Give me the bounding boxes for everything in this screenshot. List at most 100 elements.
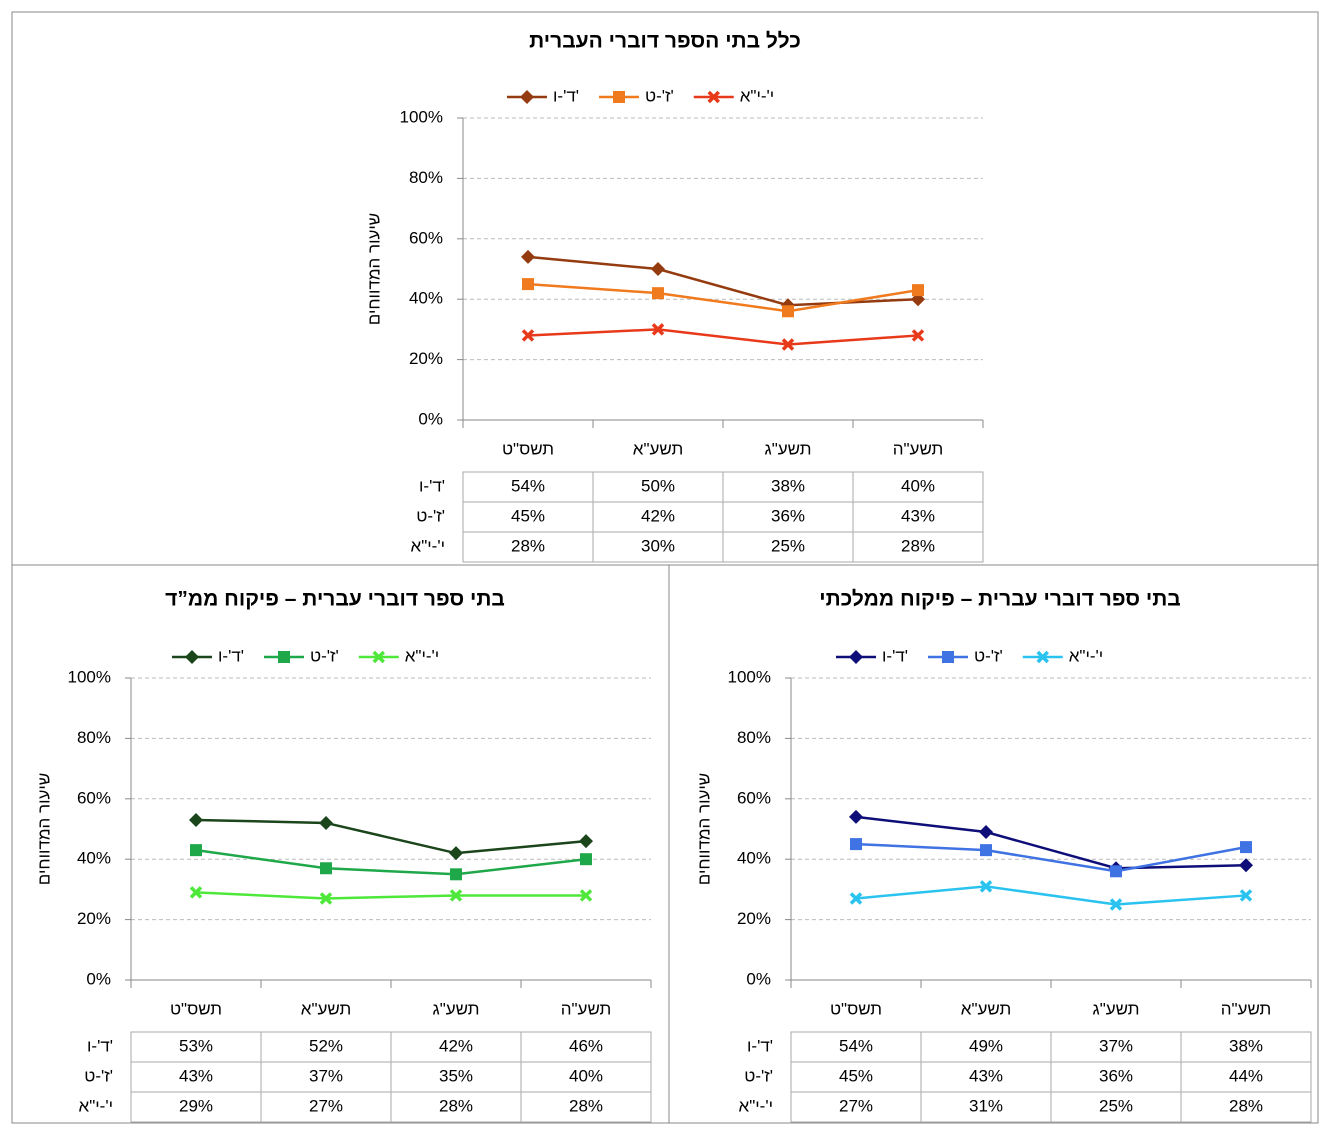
y-tick-label: 0% xyxy=(746,969,771,988)
x-tick-label: תשע"ה xyxy=(1221,999,1272,1018)
marker xyxy=(319,892,333,905)
table-value: 29% xyxy=(179,1096,213,1115)
x-tick-label: תשע"א xyxy=(301,999,351,1018)
table-value: 25% xyxy=(1099,1096,1133,1115)
y-tick-label: 100% xyxy=(68,667,111,686)
marker xyxy=(979,880,993,893)
x-tick-label: תשע"ה xyxy=(893,439,944,458)
marker xyxy=(320,862,332,875)
table-row-label: י'-י"א xyxy=(411,536,445,555)
marker xyxy=(849,809,863,824)
y-axis-label: שיעור המדווחים xyxy=(694,773,713,885)
marker xyxy=(449,846,463,861)
marker xyxy=(521,249,535,264)
marker xyxy=(850,838,862,851)
marker xyxy=(372,650,385,664)
y-axis-label: שיעור המדווחים xyxy=(364,213,383,325)
marker xyxy=(190,844,202,857)
series-line xyxy=(195,891,586,900)
chart-title: בתי ספר דוברי עברית – פיקוח ממלכתי xyxy=(819,588,1180,611)
marker xyxy=(912,284,924,297)
table-row-label: ד'-ו' xyxy=(747,1036,773,1055)
table-value: 42% xyxy=(439,1036,473,1055)
table-value: 45% xyxy=(839,1066,873,1085)
legend-label: ד'-ו' xyxy=(882,646,908,665)
x-tick-label: תשע"ה xyxy=(561,999,612,1018)
marker xyxy=(651,323,665,336)
y-tick-label: 40% xyxy=(409,289,443,308)
y-tick-label: 60% xyxy=(77,788,111,807)
table-value: 43% xyxy=(179,1066,213,1085)
marker xyxy=(579,889,593,902)
y-tick-label: 60% xyxy=(409,228,443,247)
table-row-label: ז'-ט' xyxy=(744,1066,773,1085)
y-tick-label: 20% xyxy=(737,909,771,928)
y-tick-label: 60% xyxy=(737,788,771,807)
table-value: 54% xyxy=(839,1036,873,1055)
marker xyxy=(521,329,535,342)
marker xyxy=(185,650,199,664)
table-value: 37% xyxy=(1099,1036,1133,1055)
marker xyxy=(1239,889,1253,902)
table-row-label: י'-י"א xyxy=(739,1096,773,1115)
marker xyxy=(707,90,720,104)
table-row-label: ז'-ט' xyxy=(84,1066,113,1085)
marker xyxy=(319,815,333,830)
marker xyxy=(652,287,664,300)
table-value: 45% xyxy=(511,506,545,525)
y-tick-label: 0% xyxy=(418,409,443,428)
table-value: 37% xyxy=(309,1066,343,1085)
chart-title: כלל בתי הספר דוברי העברית xyxy=(529,30,801,53)
y-tick-label: 20% xyxy=(409,349,443,368)
chart-title: בתי ספר דוברי עברית – פיקוח ממ”ד xyxy=(165,588,505,611)
table-value: 25% xyxy=(771,536,805,555)
y-tick-label: 20% xyxy=(77,909,111,928)
legend-label: ד'-ו' xyxy=(218,646,244,665)
legend-label: י'-י"א xyxy=(405,646,439,665)
marker xyxy=(1240,841,1252,854)
marker xyxy=(1239,858,1253,873)
x-tick-label: תשע"ג xyxy=(433,999,480,1018)
x-tick-label: תשס"ט xyxy=(502,439,554,458)
y-tick-label: 40% xyxy=(77,849,111,868)
marker xyxy=(1109,898,1123,911)
marker xyxy=(781,338,795,351)
table-value: 38% xyxy=(1229,1036,1263,1055)
marker xyxy=(580,853,592,866)
marker xyxy=(942,651,954,663)
table-value: 36% xyxy=(771,506,805,525)
x-tick-label: תשע"ג xyxy=(1093,999,1140,1018)
table-value: 36% xyxy=(1099,1066,1133,1085)
legend-label: ד'-ו' xyxy=(553,86,579,105)
series-line xyxy=(855,885,1247,906)
series-line xyxy=(195,848,587,876)
table-row-label: ז'-ט' xyxy=(416,506,445,525)
marker xyxy=(522,278,534,291)
y-tick-label: 80% xyxy=(77,728,111,747)
series-line xyxy=(855,815,1247,870)
table-value: 43% xyxy=(901,506,935,525)
marker xyxy=(189,812,203,827)
legend-label: י'-י"א xyxy=(1069,646,1103,665)
legend-label: י'-י"א xyxy=(740,86,774,105)
marker xyxy=(278,651,290,663)
table-value: 38% xyxy=(771,476,805,495)
table-value: 49% xyxy=(969,1036,1003,1055)
marker xyxy=(980,844,992,857)
table-value: 28% xyxy=(569,1096,603,1115)
marker xyxy=(782,305,794,318)
legend-label: ז'-ט' xyxy=(310,646,339,665)
y-tick-label: 100% xyxy=(400,107,443,126)
x-tick-label: תשע"א xyxy=(633,439,683,458)
legend-label: ז'-ט' xyxy=(645,86,674,105)
table-value: 40% xyxy=(569,1066,603,1085)
y-tick-label: 80% xyxy=(737,728,771,747)
table-value: 52% xyxy=(309,1036,343,1055)
x-tick-label: תשע"א xyxy=(961,999,1011,1018)
series-line xyxy=(527,255,919,307)
table-value: 28% xyxy=(439,1096,473,1115)
y-axis-label: שיעור המדווחים xyxy=(34,773,53,885)
y-tick-label: 40% xyxy=(737,849,771,868)
y-tick-label: 100% xyxy=(728,667,771,686)
